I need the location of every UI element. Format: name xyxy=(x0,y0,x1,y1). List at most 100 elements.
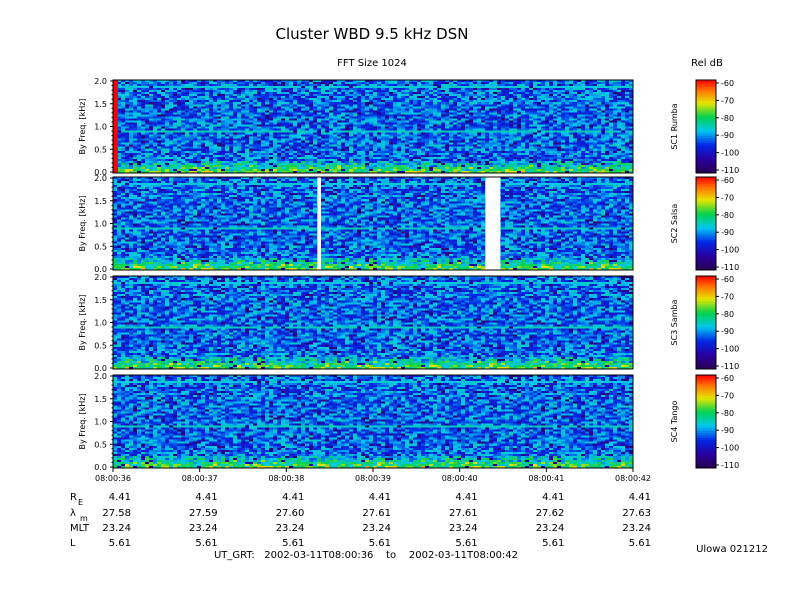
colorbar-segment xyxy=(696,249,716,252)
colorbar-segment xyxy=(696,393,716,397)
colorbar-segment xyxy=(696,232,716,236)
ephemeris-value: 27.62 xyxy=(536,508,565,519)
colorbar-segment xyxy=(696,352,716,356)
colorbar-tick-label: -70 xyxy=(721,391,734,400)
colorbar-segment xyxy=(696,329,716,333)
colorbar-segment xyxy=(696,107,716,111)
ephemeris-value: 27.60 xyxy=(276,508,305,519)
ephemeris-label: λ xyxy=(70,508,76,519)
ephemeris-value: 4.41 xyxy=(455,492,477,503)
y-tick-label: 0.0 xyxy=(94,265,107,274)
x-tick-label: 08:00:39 xyxy=(355,474,391,483)
colorbar-segment xyxy=(696,465,716,469)
colorbar-segment xyxy=(696,400,716,404)
colorbar-tick-label: -60 xyxy=(721,79,734,88)
colorbar-segment xyxy=(696,204,716,208)
colorbar-segment xyxy=(696,218,716,222)
colorbar-segment xyxy=(696,114,716,118)
colorbar-segment xyxy=(696,89,716,93)
colorbar-segment xyxy=(696,103,716,107)
x-tick-label: 08:00:37 xyxy=(182,474,218,483)
y-axis-label: By Freq. [kHz] xyxy=(78,98,87,154)
colorbar-segment xyxy=(696,177,716,180)
colorbar-segment xyxy=(696,444,716,448)
colorbar-segment xyxy=(696,341,716,344)
colorbar: -60 -70 -80 -90 -100 -110 xyxy=(695,79,739,175)
y-tick-label: 0.0 xyxy=(94,463,107,472)
y-tick-label: 1.0 xyxy=(94,220,107,229)
colorbar-segment xyxy=(696,395,716,399)
colorbar-tick-label: -90 xyxy=(721,426,734,435)
y-axis-label: By Freq. [kHz] xyxy=(78,195,87,251)
colorbar-segment xyxy=(696,440,716,443)
colorbar-segment xyxy=(696,357,716,361)
colorbar-segment xyxy=(696,91,716,95)
colorbar-tick-label: -90 xyxy=(721,327,734,336)
colorbar-segment xyxy=(696,348,716,351)
ephemeris-value: 23.24 xyxy=(362,523,391,534)
figure-title: Cluster WBD 9.5 kHz DSN xyxy=(276,25,469,43)
panel-3: 0.0 0.5 1.0 1.5 2.0 By Freq. [kHz] -60 -70 -80 -9… xyxy=(78,273,739,373)
spectrogram-image xyxy=(113,276,633,369)
ephemeris-value: 4.41 xyxy=(195,492,217,503)
colorbar-segment xyxy=(696,214,716,218)
ephemeris-value: 23.24 xyxy=(276,523,305,534)
colorbar-tick-label: -90 xyxy=(721,228,734,237)
footer-id: Ulowa 021212 xyxy=(696,544,768,555)
colorbar-segment xyxy=(696,168,716,172)
ephemeris-value: 27.63 xyxy=(622,508,651,519)
colorbar-segment xyxy=(696,375,716,378)
colorbar-segment xyxy=(696,170,716,174)
colorbar-segment xyxy=(696,449,716,453)
colorbar-tick-label: -80 xyxy=(721,114,734,123)
colorbar-segment xyxy=(696,221,716,224)
y-tick-label: 1.0 xyxy=(94,319,107,328)
colorbar-segment xyxy=(696,461,716,464)
x-tick-label: 08:00:41 xyxy=(528,474,564,483)
colorbar-tick-label: -110 xyxy=(721,362,739,371)
colorbar-segment xyxy=(696,195,716,199)
colorbar-segment xyxy=(696,308,716,312)
colorbar-tick-label: -100 xyxy=(721,149,739,158)
colorbar-segment xyxy=(696,228,716,231)
colorbar-segment xyxy=(696,276,716,279)
colorbar-segment xyxy=(696,437,716,441)
ephemeris-value: 5.61 xyxy=(369,538,391,549)
colorbar-segment xyxy=(696,181,716,185)
colorbar-segment xyxy=(696,80,716,83)
colorbar-segment xyxy=(696,454,716,457)
colorbar-segment xyxy=(696,322,716,326)
colorbar-segment xyxy=(696,451,716,455)
colorbar-segment xyxy=(696,364,716,368)
x-tick-label: 08:00:42 xyxy=(615,474,651,483)
colorbar-segment xyxy=(696,207,716,211)
colorbar-segment xyxy=(696,458,716,462)
colorbar-segment xyxy=(696,93,716,97)
colorbar-segment xyxy=(696,405,716,409)
ephemeris-value: 27.58 xyxy=(102,508,131,519)
colorbar-segment xyxy=(696,135,716,139)
y-axis-label: By Freq. [kHz] xyxy=(78,393,87,449)
spacecraft-label: SC3 Samba xyxy=(670,299,679,345)
colorbar-segment xyxy=(696,166,716,169)
colorbar-segment xyxy=(696,145,716,148)
colorbar-segment xyxy=(696,142,716,146)
ephemeris-value: 5.61 xyxy=(195,538,217,549)
colorbar-segment xyxy=(696,310,716,314)
colorbar-tick-label: -70 xyxy=(721,96,734,105)
colorbar-segment xyxy=(696,398,716,402)
colorbar-tick-label: -90 xyxy=(721,131,734,140)
colorbar-segment xyxy=(696,209,716,213)
colorbar-segment xyxy=(696,282,716,286)
colorbar-segment xyxy=(696,197,716,201)
colorbar-segment xyxy=(696,152,716,155)
ephemeris-label-subscript: m xyxy=(80,514,88,523)
colorbar-segment xyxy=(696,433,716,436)
colorbar-segment xyxy=(696,237,716,241)
colorbar-tick-label: -110 xyxy=(721,263,739,272)
ephemeris-value: 23.24 xyxy=(189,523,218,534)
colorbar-segment xyxy=(696,350,716,354)
colorbar-segment xyxy=(696,280,716,284)
colorbar-tick-label: -60 xyxy=(721,275,734,284)
